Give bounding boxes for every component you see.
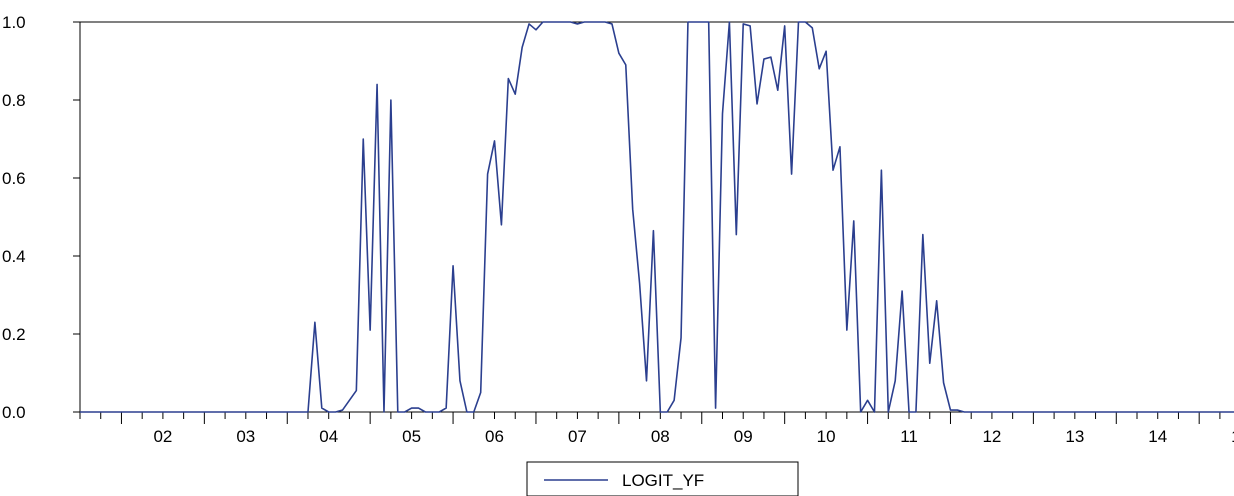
x-tick-label: 12 xyxy=(982,427,1001,446)
y-tick-label: 1.0 xyxy=(2,13,26,32)
y-tick-label: 0.2 xyxy=(2,325,26,344)
x-tick-label: 15 xyxy=(1231,427,1234,446)
series-line-logit-yf xyxy=(80,21,1234,413)
y-tick-label: 0.0 xyxy=(2,403,26,422)
x-tick-label: 14 xyxy=(1148,427,1167,446)
plot-axes xyxy=(73,21,1234,424)
plot-area xyxy=(80,21,1234,413)
x-tick-label: 04 xyxy=(319,427,338,446)
x-tick-label: 10 xyxy=(817,427,836,446)
x-tick-label: 11 xyxy=(900,427,918,446)
y-tick-label: 0.8 xyxy=(2,91,26,110)
x-tick-label: 08 xyxy=(651,427,670,446)
legend-label-logit-yf: LOGIT_YF xyxy=(622,471,704,490)
x-tick-label: 05 xyxy=(402,427,421,446)
x-tick-label: 07 xyxy=(568,427,587,446)
y-axis-tick-labels: 0.0 0.2 0.4 0.6 0.8 1.0 xyxy=(2,13,26,422)
legend-box xyxy=(526,461,799,496)
y-tick-label: 0.4 xyxy=(2,247,26,266)
x-tick-label: 13 xyxy=(1065,427,1084,446)
x-tick-label: 02 xyxy=(153,427,172,446)
x-axis-tick-labels: 02 03 04 05 06 07 08 09 10 11 12 13 14 15 xyxy=(153,427,1234,446)
x-tick-label: 09 xyxy=(734,427,753,446)
x-tick-label: 06 xyxy=(485,427,504,446)
legend: LOGIT_YF xyxy=(526,461,799,496)
y-tick-label: 0.6 xyxy=(2,169,26,188)
x-tick-label: 03 xyxy=(236,427,255,446)
